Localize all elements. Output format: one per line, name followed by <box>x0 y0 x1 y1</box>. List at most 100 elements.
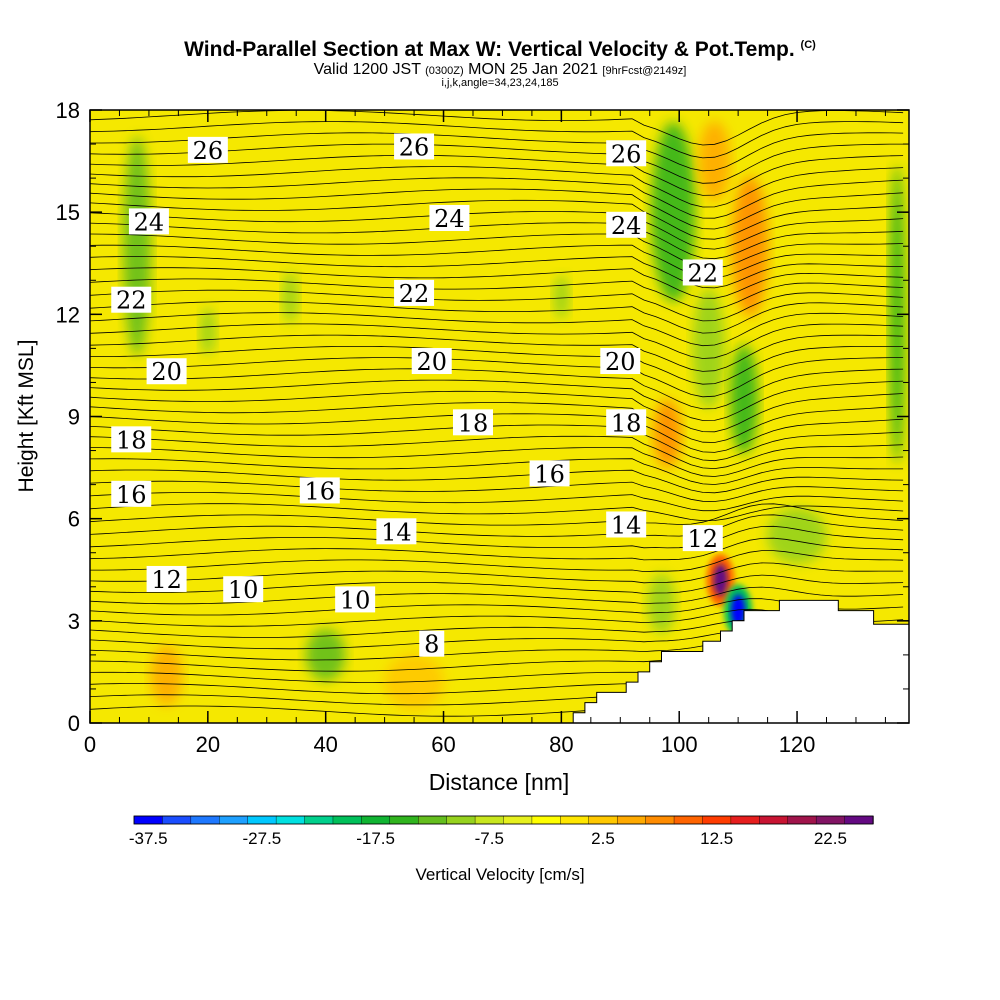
x-tick-label: 60 <box>431 732 455 757</box>
downdraft-core <box>731 594 746 627</box>
colorbar-swatch <box>844 815 874 825</box>
contour-label: 26 <box>611 140 642 168</box>
isentrope <box>90 121 904 159</box>
contour-label-box <box>335 586 376 613</box>
contour-label: 20 <box>416 348 447 376</box>
vertical-velocity-field <box>123 121 906 711</box>
colorbar-swatch <box>673 815 704 825</box>
colorbar-swatch <box>304 815 334 825</box>
velocity-blob <box>698 121 731 202</box>
isentrope <box>90 503 904 522</box>
isentrope <box>90 199 904 240</box>
contour-label: 18 <box>116 426 147 454</box>
contour-label: 10 <box>340 586 371 614</box>
contour-label-box <box>394 279 435 306</box>
colorbar-swatch <box>787 815 817 825</box>
contour-label: 14 <box>611 511 642 539</box>
colorbar-label: Vertical Velocity [cm/s] <box>415 865 584 884</box>
contour-label-box <box>411 348 452 375</box>
velocity-blob <box>731 176 768 317</box>
colorbar-swatch <box>332 815 363 825</box>
contour-label: 24 <box>611 212 642 240</box>
contour-label: 14 <box>381 518 412 546</box>
contour-label-box <box>376 518 417 545</box>
colorbar-swatch <box>361 815 391 825</box>
isentrope <box>90 166 904 208</box>
contour-label: 12 <box>151 566 182 594</box>
contour-label: 22 <box>116 287 147 315</box>
isentrope <box>90 110 904 146</box>
y-tick-label: 0 <box>68 711 80 736</box>
contour-label-box <box>299 477 340 504</box>
isentrope <box>90 503 904 526</box>
contour-label: 26 <box>399 133 430 161</box>
contour-label-box <box>682 525 723 552</box>
velocity-blob <box>692 288 725 409</box>
isentrope <box>90 413 904 453</box>
contour-label: 22 <box>399 280 430 308</box>
isentrope <box>90 537 904 561</box>
contour-label: 16 <box>534 460 565 488</box>
colorbar-tick-label: -17.5 <box>356 829 395 848</box>
contour-label-box <box>111 286 152 313</box>
velocity-blob <box>767 507 828 564</box>
contour-label: 20 <box>605 348 636 376</box>
isentrope <box>90 211 904 250</box>
colorbar-swatch <box>531 815 562 825</box>
contour-label-box <box>606 409 647 436</box>
contour-label-box <box>452 409 493 436</box>
contour-label-box <box>600 348 641 375</box>
contour-label-box <box>111 480 152 507</box>
colorbar-tick-label: 22.5 <box>814 829 847 848</box>
velocity-blob <box>653 399 682 468</box>
velocity-blob <box>647 573 676 634</box>
contour-label: 10 <box>228 576 259 604</box>
velocity-blob <box>305 628 346 681</box>
colorbar-tick-label: 12.5 <box>700 829 733 848</box>
velocity-blob <box>384 654 445 711</box>
isentrope <box>90 244 904 279</box>
isentrope <box>90 177 904 219</box>
contour-label: 24 <box>434 205 465 233</box>
contour-label-box <box>187 136 228 163</box>
isentrope <box>90 390 904 433</box>
contour-label-box <box>606 511 647 538</box>
colorbar-swatch <box>503 815 533 825</box>
isentrope <box>90 480 904 502</box>
contour-label: 26 <box>193 137 224 165</box>
x-tick-label: 40 <box>313 732 337 757</box>
copyright-mark: (C) <box>800 39 816 51</box>
isentrope <box>90 323 904 359</box>
contour-label: 20 <box>151 358 182 386</box>
contour-label-box <box>606 211 647 238</box>
contour-labels: 26 26 26 24 24 24 22 22 22 20 20 20 18 18 18 16 16 16 14 14… <box>111 133 723 659</box>
isentrope <box>90 379 904 421</box>
colorbar-swatch <box>190 815 220 825</box>
colorbar-swatch <box>162 815 192 825</box>
isentrope <box>90 188 904 230</box>
colorbar-swatch <box>702 815 732 825</box>
isentrope <box>90 278 904 310</box>
y-axis-label: Height [Kft MSL] <box>15 340 38 493</box>
contour-label-box <box>606 140 647 167</box>
x-tick-label: 80 <box>549 732 573 757</box>
isentrope <box>90 334 904 372</box>
contour-label-box <box>394 133 435 160</box>
isentrope <box>90 458 904 485</box>
isentrope <box>90 357 904 398</box>
contour-label-box <box>146 358 187 385</box>
isentrope <box>90 492 904 512</box>
velocity-blob <box>199 307 216 356</box>
colorbar-tick-label: 2.5 <box>591 829 615 848</box>
isentrope <box>90 514 904 537</box>
contour-label-box <box>223 576 264 603</box>
velocity-blob <box>651 122 696 303</box>
colorbar-swatch <box>588 815 618 825</box>
isentrope <box>90 368 904 410</box>
contour-label-box <box>111 426 152 453</box>
velocity-blob <box>150 645 183 706</box>
isentrope <box>90 255 904 289</box>
colorbar-tick-label: -27.5 <box>243 829 282 848</box>
